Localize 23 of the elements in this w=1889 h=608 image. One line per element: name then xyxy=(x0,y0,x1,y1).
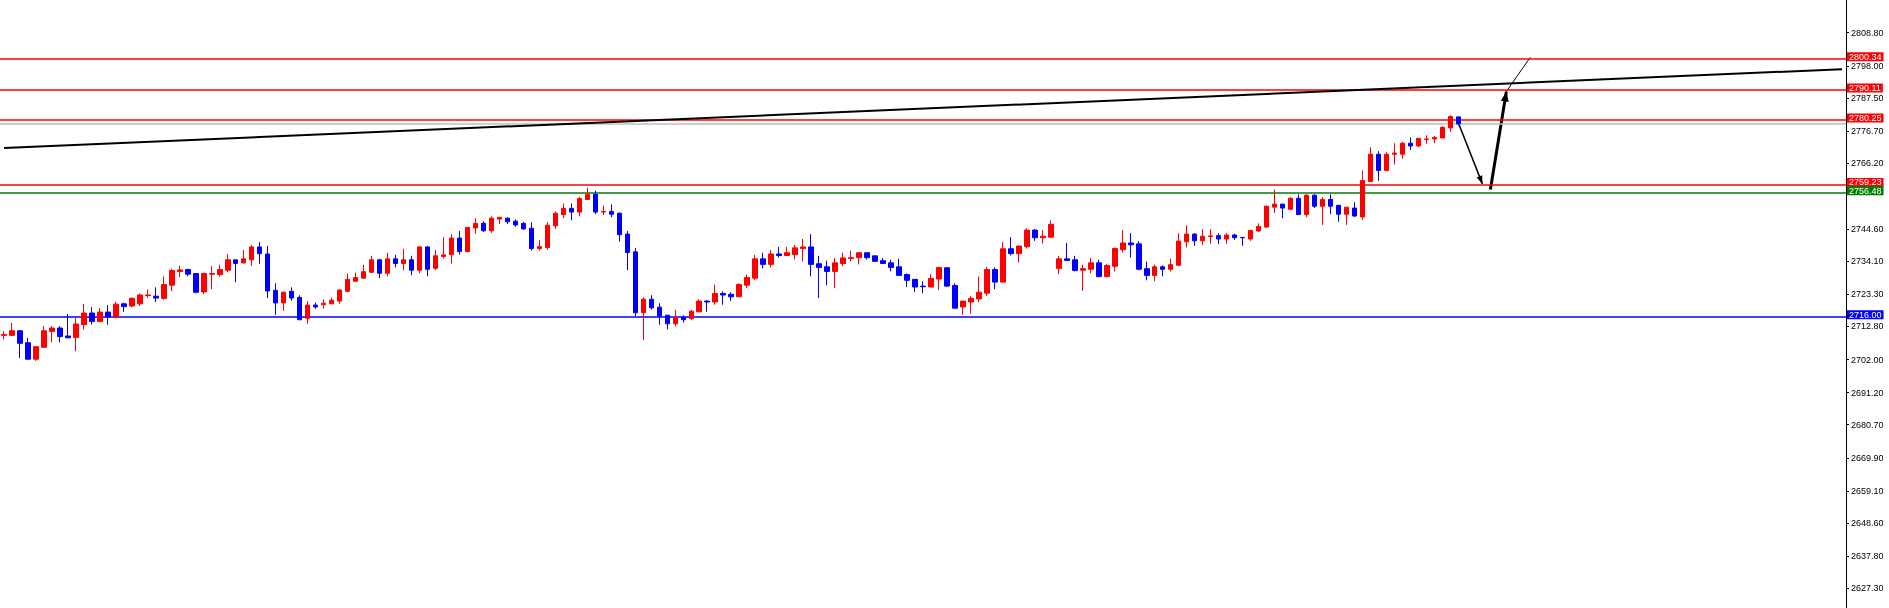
y-tick-label: 2712.80 xyxy=(1851,321,1884,332)
y-tick-label: 2637.80 xyxy=(1851,550,1884,561)
y-tick-label: 2766.20 xyxy=(1851,158,1884,169)
y-tick-label: 2723.30 xyxy=(1851,289,1884,300)
y-tick-label: 2627.30 xyxy=(1851,583,1884,594)
y-tick-label: 2669.90 xyxy=(1851,452,1884,463)
y-tick-label: 2648.60 xyxy=(1851,517,1884,528)
y-tick-label: 2744.60 xyxy=(1851,224,1884,235)
ref-line-label: 2756.48 xyxy=(1849,185,1882,196)
ref-line-label: 2780.25 xyxy=(1849,113,1882,124)
y-tick-label: 2808.80 xyxy=(1851,27,1884,38)
y-tick-label: 2734.10 xyxy=(1851,256,1884,267)
y-tick-label: 2702.00 xyxy=(1851,354,1884,365)
ref-line-label: 2790.11 xyxy=(1849,82,1881,93)
ref-line-label: 2800.34 xyxy=(1849,51,1882,62)
ref-line-label: 2759.23 xyxy=(1849,177,1882,188)
y-tick-label: 2798.00 xyxy=(1851,60,1884,71)
y-tick-label: 2680.70 xyxy=(1851,419,1884,430)
y-tick-label: 2787.50 xyxy=(1851,92,1884,103)
ref-line-label: 2716.00 xyxy=(1849,309,1882,320)
y-tick-label: 2776.70 xyxy=(1851,125,1884,136)
y-tick-label: 2659.10 xyxy=(1851,485,1884,496)
y-tick-label: 2691.20 xyxy=(1851,387,1884,398)
